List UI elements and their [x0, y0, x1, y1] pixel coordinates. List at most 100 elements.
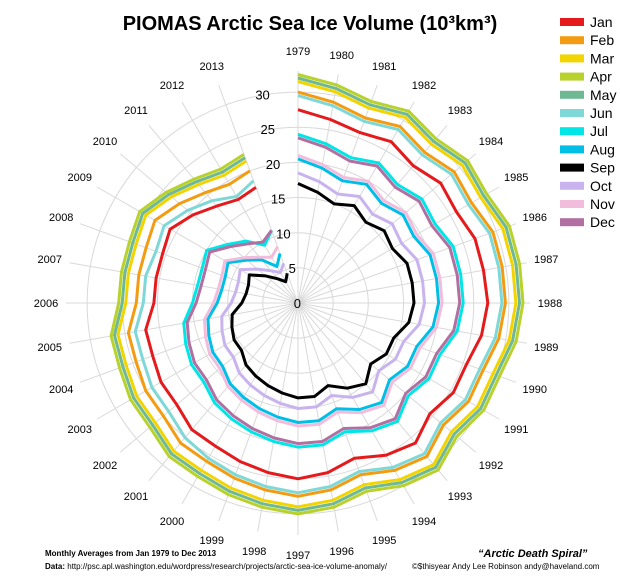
legend-label: May	[590, 87, 616, 103]
legend-swatch	[560, 127, 584, 136]
legend-label: Sep	[590, 160, 615, 176]
year-label: 1996	[330, 546, 354, 558]
legend-swatch	[560, 163, 584, 172]
legend-swatch	[560, 18, 584, 26]
legend-label: Dec	[590, 214, 615, 230]
year-label: 1986	[523, 212, 547, 224]
chart-nickname: “Arctic Death Spiral”	[478, 548, 588, 560]
legend-swatch	[560, 72, 584, 81]
legend-label: Feb	[590, 32, 614, 48]
footer-range: Monthly Averages from Jan 1979 to Dec 20…	[45, 549, 217, 558]
series-line-sep	[230, 182, 416, 400]
legend-label: Mar	[590, 50, 614, 66]
year-labels: 1979 1980 1981 1982 1983 1984 1985 1986 1987 1988…	[34, 46, 562, 562]
legend-swatch	[560, 90, 584, 99]
radial-tick-label: 10	[276, 227, 290, 242]
radial-tick-label: 5	[289, 261, 296, 276]
radial-tick-label: 25	[261, 122, 275, 137]
series-line-aug	[206, 157, 441, 424]
year-label: 2008	[49, 212, 73, 224]
year-label: 2007	[38, 254, 62, 266]
legend-swatch	[560, 181, 584, 190]
legend: Jan Feb Mar Apr May Jun Jul Aug Sep Oct Nov Dec	[560, 14, 616, 230]
grid-spoke	[297, 302, 477, 453]
year-label: 1987	[534, 254, 558, 266]
footer-credit: ©$thisyear Andy Lee Robinson andy@havela…	[412, 562, 600, 571]
legend-swatch	[560, 145, 584, 154]
legend-swatch	[560, 200, 584, 208]
series-line-oct	[220, 171, 426, 410]
grid-spoke	[297, 101, 415, 304]
year-label: 1999	[200, 535, 224, 547]
series-line-jun	[133, 94, 504, 495]
legend-swatch	[560, 109, 584, 117]
year-label: 1981	[372, 61, 396, 73]
year-label: 1990	[523, 384, 547, 396]
legend-label: Jan	[590, 14, 613, 30]
series-line-apr	[109, 73, 525, 516]
legend-swatch	[560, 54, 584, 63]
series-line-feb	[126, 90, 507, 498]
year-label: 2012	[160, 80, 184, 92]
year-label: 2009	[68, 172, 92, 184]
year-label: 1982	[412, 80, 436, 92]
legend-label: Apr	[590, 69, 612, 85]
series-line-jan	[144, 108, 490, 481]
chart-title: PIOMAS Arctic Sea Ice Volume (10³km³)	[123, 13, 498, 35]
year-label: 1994	[412, 516, 436, 528]
year-label: 1983	[448, 105, 472, 117]
radial-tick-label: 20	[266, 157, 280, 172]
year-label: 2003	[68, 424, 92, 436]
grid-spoke	[297, 186, 500, 304]
year-label: 1997	[286, 550, 310, 562]
series-line-dec	[185, 136, 462, 446]
year-label: 1991	[504, 424, 528, 436]
grid-spoke	[96, 186, 299, 304]
data-url-link[interactable]: http://psc.apl.washington.edu/wordpress/…	[67, 562, 387, 571]
legend-swatch	[560, 36, 584, 45]
year-label: 1980	[330, 50, 354, 62]
grid-spoke	[119, 153, 299, 304]
grid-spoke	[218, 84, 299, 304]
grid-spoke	[69, 262, 299, 304]
legend-label: Nov	[590, 196, 615, 212]
legend-label: Jun	[590, 105, 613, 121]
radial-tick-labels: 0 5 10 15 20 25 30	[255, 87, 301, 311]
series-layer	[109, 73, 525, 516]
footer-data-source: Data: http://psc.apl.washington.edu/word…	[45, 562, 387, 571]
year-label: 2001	[124, 491, 148, 503]
legend-label: Aug	[590, 141, 615, 157]
year-label: 2010	[93, 136, 117, 148]
year-label: 2005	[38, 342, 62, 354]
year-label: 1984	[479, 136, 503, 148]
series-line-jul	[182, 132, 465, 449]
series-line-nov	[203, 153, 444, 428]
grid-spoke	[181, 101, 299, 304]
radial-tick-label: 15	[271, 192, 285, 207]
year-label: 1988	[538, 298, 562, 310]
legend-label: Oct	[590, 178, 612, 194]
grid-spoke	[297, 74, 339, 304]
grid-spoke	[297, 302, 339, 532]
year-label: 2013	[200, 61, 224, 73]
year-label: 1989	[534, 342, 558, 354]
year-label: 2006	[34, 298, 58, 310]
year-label: 1995	[372, 535, 396, 547]
radial-tick-label: 30	[255, 87, 269, 102]
year-label: 2002	[93, 460, 117, 472]
year-label: 1985	[504, 172, 528, 184]
radial-tick-label: 0	[294, 296, 301, 311]
year-label: 1998	[242, 546, 266, 558]
year-label: 2000	[160, 516, 184, 528]
grid-spoke	[297, 302, 527, 344]
legend-swatch	[560, 218, 584, 227]
year-label: 2004	[49, 384, 73, 396]
year-label: 1979	[286, 46, 310, 58]
grid-spoke	[297, 153, 477, 304]
grid-spoke	[148, 124, 299, 304]
year-label: 1992	[479, 460, 503, 472]
year-label: 2011	[124, 105, 148, 117]
grid-spoke	[79, 223, 299, 304]
series-line-may	[113, 76, 521, 512]
